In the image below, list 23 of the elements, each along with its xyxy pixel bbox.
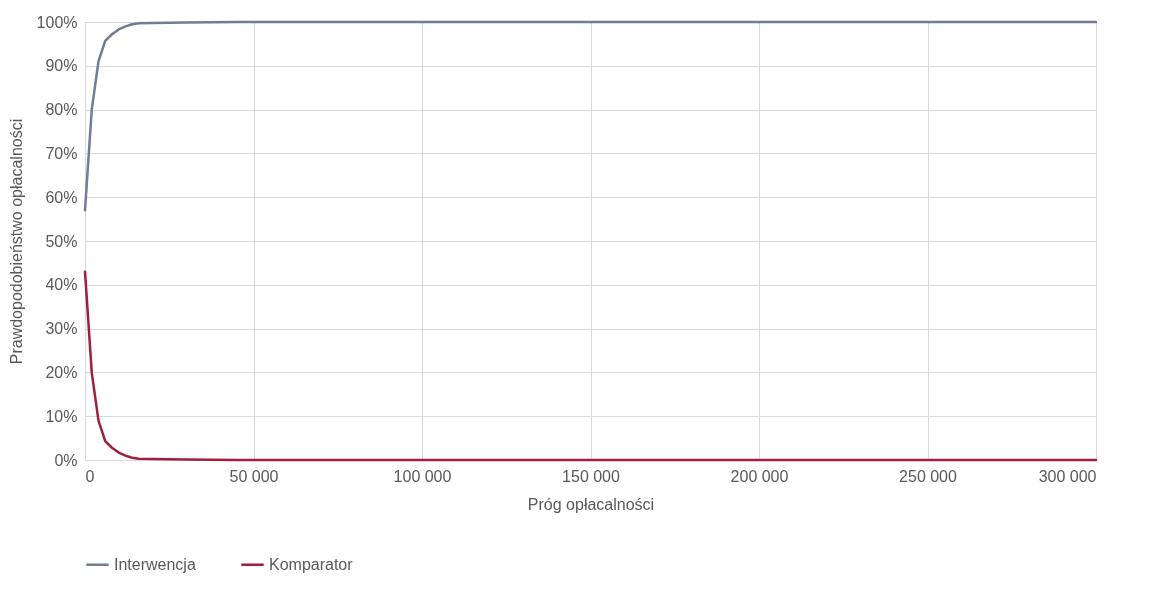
line-series xyxy=(83,270,1098,462)
x-tick-label: 150 000 xyxy=(562,467,621,485)
y-tick-label: 90% xyxy=(45,57,78,75)
legend-label: Interwencja xyxy=(114,555,196,573)
x-tick-label: 250 000 xyxy=(899,467,958,485)
y-tick-label: 80% xyxy=(45,101,78,119)
legend-label: Komparator xyxy=(269,555,354,573)
x-tick-label: 300 000 xyxy=(1038,467,1097,485)
x-tick-label: 100 000 xyxy=(393,467,452,485)
y-tick-label: 0% xyxy=(54,451,78,469)
x-tick-label: 200 000 xyxy=(730,467,789,485)
y-tick-label: 20% xyxy=(45,363,78,381)
y-tick-label: 30% xyxy=(45,320,78,338)
y-tick-label: 70% xyxy=(45,144,78,162)
x-axis-title: Próg opłacalności xyxy=(527,495,655,513)
y-axis-title: Prawdopodobieństwo opłacalności xyxy=(7,118,25,365)
y-tick-label: 40% xyxy=(45,276,78,294)
y-tick-label: 50% xyxy=(45,232,78,250)
y-tick-label: 100% xyxy=(36,13,78,31)
x-tick-label: 50 000 xyxy=(229,467,279,485)
x-tick-label: 0 xyxy=(85,467,95,485)
y-tick-label: 10% xyxy=(45,407,78,425)
y-tick-label: 60% xyxy=(45,188,78,206)
